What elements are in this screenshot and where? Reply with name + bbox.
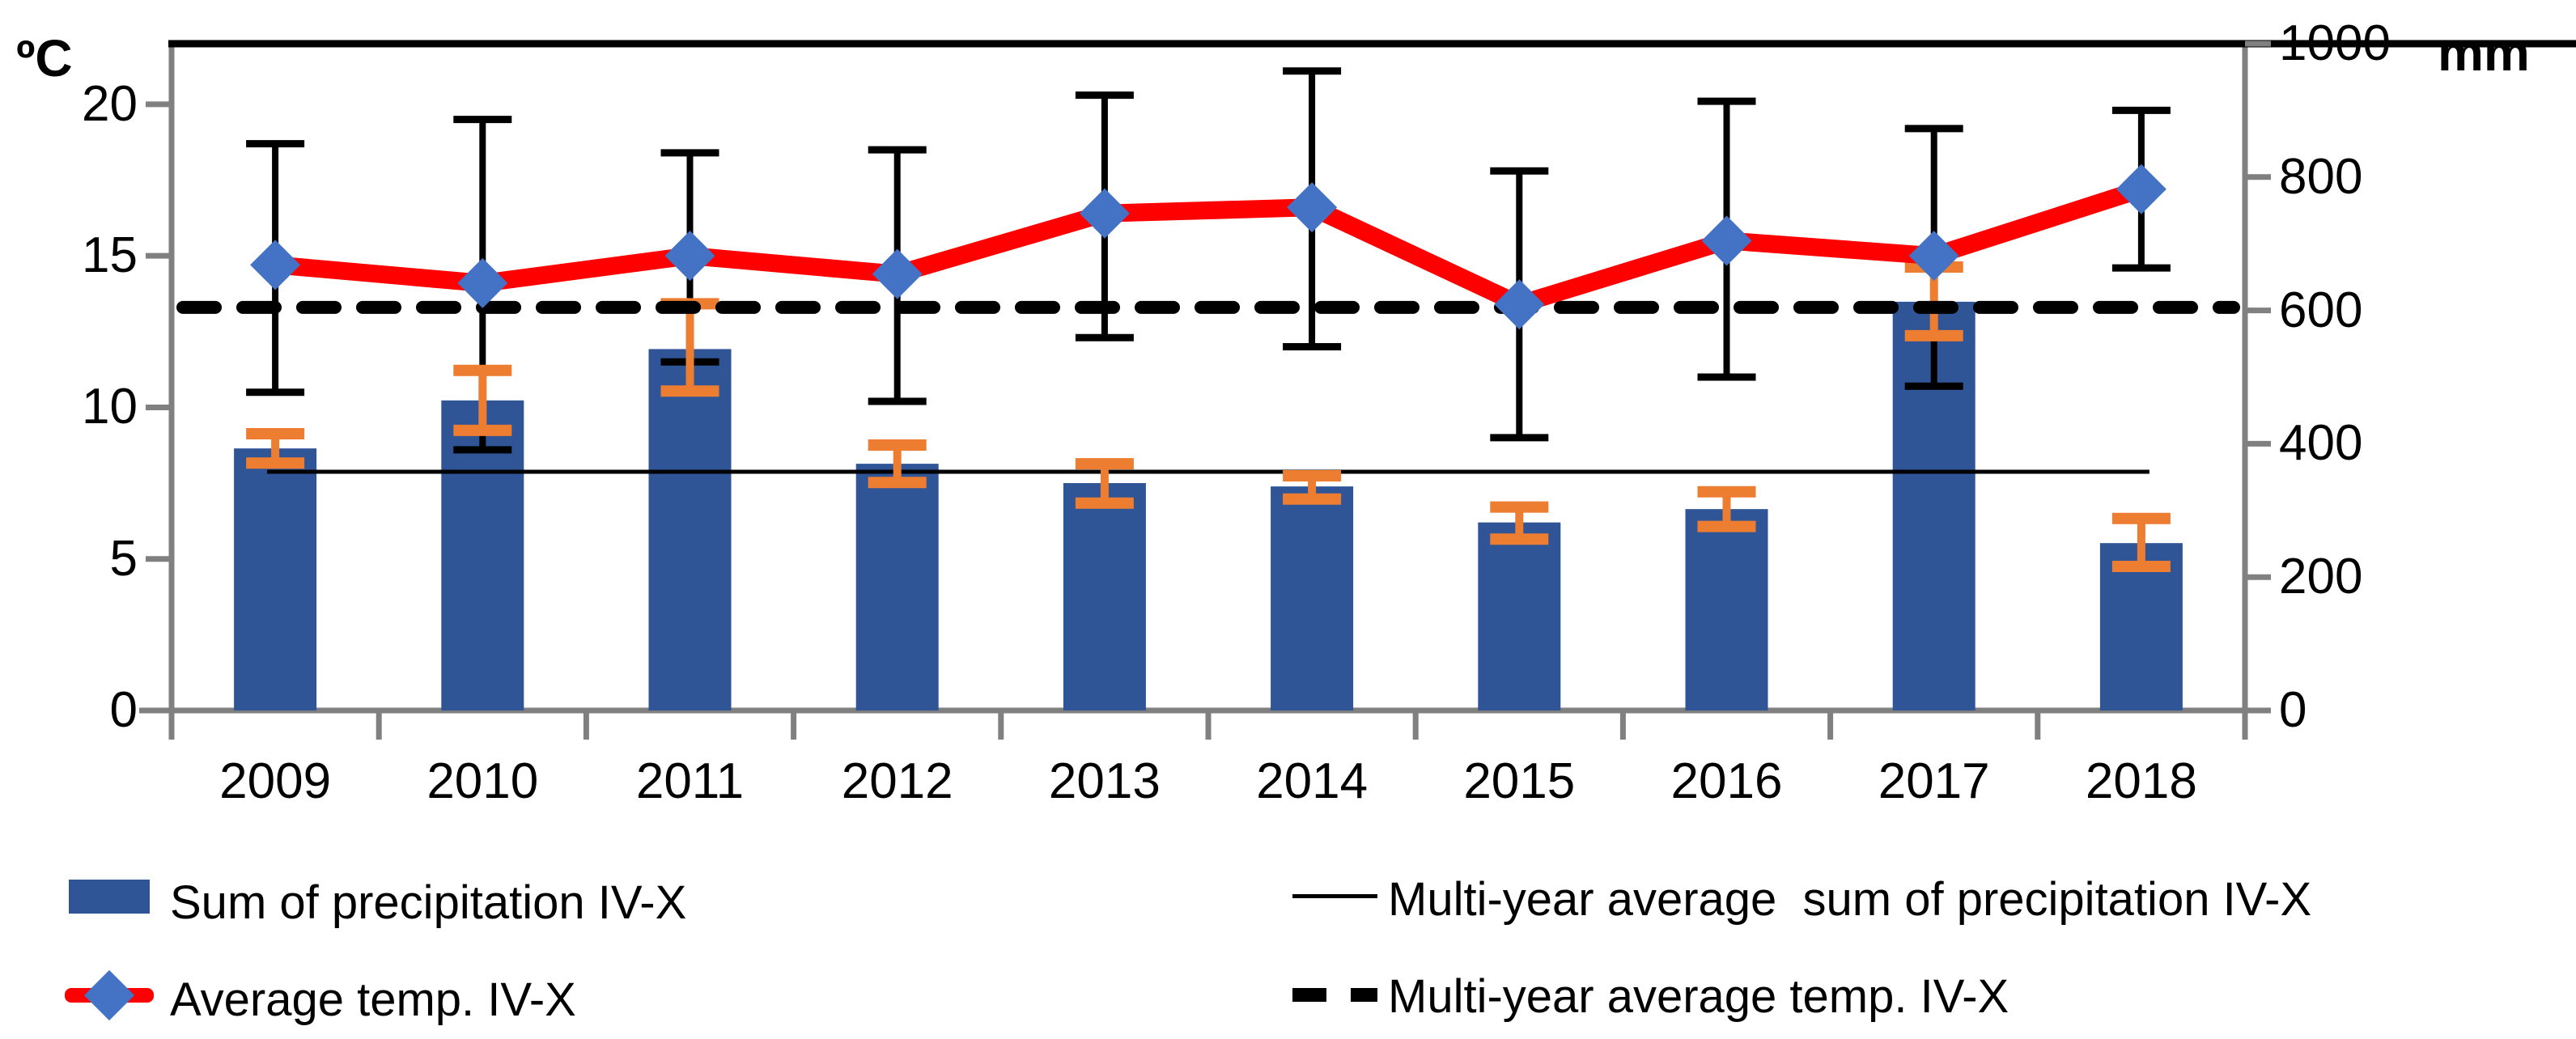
temp-marker-2009 — [250, 240, 301, 290]
right-axis-tick-label: 400 — [2279, 415, 2363, 472]
precip-bar-2009 — [234, 448, 317, 710]
x-axis-year-label: 2018 — [2085, 753, 2197, 809]
left-axis-tick-label: 15 — [82, 227, 138, 284]
temp-marker-2015 — [1494, 279, 1545, 330]
precip-bar-2015 — [1478, 522, 1561, 710]
temp-line — [266, 180, 2150, 314]
precip-legend-label: Sum of precipitation IV-X — [170, 876, 687, 929]
avg-temp-legend-dash — [1292, 988, 1377, 1002]
precip-bar-2014 — [1271, 486, 1354, 710]
temp-legend-label: Average temp. IV-X — [170, 973, 576, 1026]
precip-bar-2012 — [855, 464, 939, 710]
x-axis-year-label: 2010 — [427, 753, 539, 809]
temp-marker-2013 — [1079, 188, 1130, 239]
left-axis-tick-label: 20 — [82, 75, 138, 132]
x-axis-year-label: 2009 — [219, 753, 332, 809]
left-axis-tick-label: 10 — [82, 379, 138, 435]
x-axis-year-label: 2017 — [1878, 753, 1990, 809]
right-axis-tick-label: 200 — [2279, 549, 2363, 605]
x-axis-year-label: 2015 — [1463, 753, 1576, 809]
temp-marker-2010 — [457, 257, 508, 308]
temp-marker-2011 — [664, 231, 715, 282]
right-axis-tick-label: 800 — [2279, 148, 2363, 205]
x-axis-year-label: 2012 — [841, 753, 953, 809]
left-axis-unit-label: ºC — [16, 29, 73, 87]
temp-marker-2012 — [872, 248, 923, 299]
avg-temp-legend-label: Multi-year average temp. IV-X — [1388, 970, 2009, 1023]
right-axis-tick-label: 0 — [2279, 682, 2307, 738]
temp-marker-2016 — [1701, 215, 1752, 266]
precip-bar-2013 — [1063, 483, 1146, 710]
x-axis-year-label: 2011 — [635, 753, 745, 809]
temp-marker-2017 — [1908, 231, 1959, 282]
right-axis-unit-label: mm — [2438, 23, 2530, 82]
left-axis-tick-label: 0 — [109, 682, 138, 738]
left-axis-tick-label: 5 — [109, 530, 138, 587]
avg-precip-legend-line — [1292, 894, 1377, 898]
x-axis-year-label: 2013 — [1048, 753, 1161, 809]
temp-marker-2018 — [2116, 163, 2166, 214]
avg-precip-legend-label: Multi-year average sum of precipitation … — [1388, 873, 2312, 926]
precip-bar-2011 — [648, 349, 732, 710]
x-axis-year-label: 2016 — [1670, 753, 1783, 809]
precip-bar-2016 — [1685, 509, 1768, 710]
right-axis-tick-label: 600 — [2279, 282, 2363, 338]
precip-legend-swatch — [69, 880, 150, 914]
temp-marker-2014 — [1287, 182, 1338, 233]
right-axis-tick-label: 1000 — [2279, 15, 2391, 71]
x-axis-year-label: 2014 — [1256, 753, 1369, 809]
